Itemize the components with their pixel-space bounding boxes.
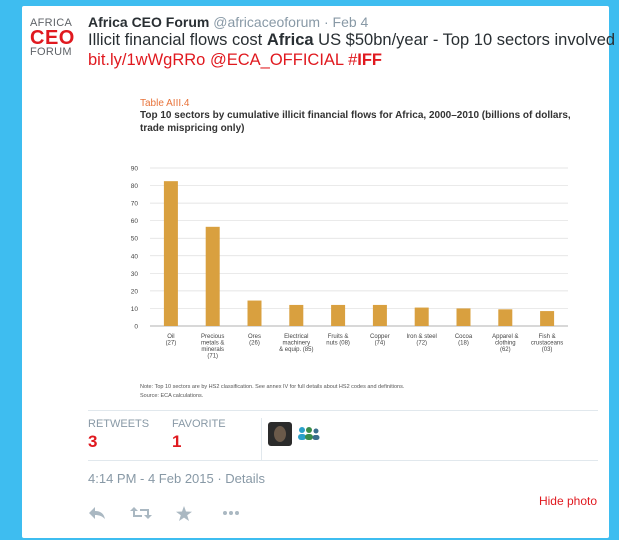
x-tick-label: Fish & crustaceans (03) bbox=[531, 334, 563, 353]
favorites-stat[interactable]: FAVORITE 1 bbox=[172, 418, 226, 452]
x-tick-label: Oil (27) bbox=[166, 334, 177, 347]
tweet-hashtag[interactable]: #IFF bbox=[348, 51, 382, 69]
x-tick-label: Fruits & nuts (08) bbox=[326, 334, 350, 347]
divider bbox=[88, 410, 598, 411]
tweet-mention[interactable]: @ECA_OFFICIAL bbox=[209, 51, 344, 69]
bar bbox=[540, 311, 555, 326]
stats-separator bbox=[261, 418, 262, 460]
bar bbox=[247, 300, 262, 326]
tweet-card: AFRICA CEO FORUM Africa CEO Forum @afric… bbox=[22, 6, 615, 538]
bar bbox=[331, 304, 346, 326]
bar bbox=[456, 308, 471, 326]
favorites-label: FAVORITE bbox=[172, 418, 226, 430]
hashtag-tag: IFF bbox=[357, 51, 382, 69]
x-tick-label: Copper (74) bbox=[370, 334, 390, 347]
y-tick-label: 90 bbox=[131, 166, 139, 173]
x-tick-label: Iron & steel (72) bbox=[407, 334, 437, 347]
x-tick-label: Precious metals & minerals (71) bbox=[201, 334, 224, 360]
reply-icon[interactable] bbox=[88, 506, 106, 520]
avatar-top-text: AFRICA bbox=[30, 17, 73, 29]
bar bbox=[289, 304, 304, 326]
tweet-text: Illicit financial flows cost Africa US $… bbox=[88, 30, 615, 70]
star-icon[interactable] bbox=[176, 506, 192, 521]
tweet-actions bbox=[88, 506, 608, 526]
tweet-header: Africa CEO Forum @africaceoforum · Feb 4 bbox=[88, 14, 368, 30]
retweets-label: RETWEETS bbox=[88, 418, 150, 430]
tweet-time[interactable]: Feb 4 bbox=[332, 14, 369, 30]
user-avatar[interactable] bbox=[268, 422, 292, 446]
favorites-count: 1 bbox=[172, 432, 182, 451]
tweet-text-part1: Illicit financial flows cost bbox=[88, 31, 267, 49]
y-tick-label: 20 bbox=[131, 288, 139, 295]
avatar[interactable]: AFRICA CEO FORUM bbox=[30, 17, 75, 66]
x-tick-label: Cocoa (18) bbox=[455, 334, 473, 347]
y-tick-label: 80 bbox=[131, 183, 139, 190]
tweet-photo[interactable]: Table AIII.4 Top 10 sectors by cumulativ… bbox=[84, 80, 606, 410]
bar bbox=[414, 307, 429, 326]
x-tick-label: Electrical machinery & equip. (85) bbox=[279, 334, 313, 353]
chart-note-line1: Note: Top 10 sectors are by HS2 classifi… bbox=[140, 384, 405, 390]
tweet-text-bold: Africa bbox=[266, 31, 314, 49]
y-tick-label: 70 bbox=[131, 201, 139, 208]
divider bbox=[88, 460, 598, 461]
x-tick-label: Apparel & clothing (62) bbox=[492, 334, 518, 353]
chart-title: Top 10 sectors by cumulative illicit fin… bbox=[140, 110, 571, 134]
x-tick-label: Ores (26) bbox=[248, 334, 261, 347]
retweets-count: 3 bbox=[88, 432, 98, 451]
group-avatar-icon[interactable] bbox=[296, 426, 320, 442]
bar bbox=[372, 304, 387, 326]
y-tick-label: 50 bbox=[131, 236, 139, 243]
bar-chart: 0 10 20 30 40 50 60 70 80 90 Oil (27) Precious metals… bbox=[131, 166, 568, 360]
bar bbox=[163, 181, 178, 326]
y-tick-label: 10 bbox=[131, 306, 139, 313]
user-name[interactable]: Africa CEO Forum bbox=[88, 14, 210, 30]
hashtag-hash: # bbox=[348, 51, 358, 69]
user-handle[interactable]: @africaceoforum bbox=[213, 14, 321, 30]
avatar-mid-text: CEO bbox=[30, 27, 75, 49]
chart-source: Source: ECA calculations. bbox=[140, 393, 204, 399]
chart-note: Note: Top 10 sectors are by HS2 classifi… bbox=[140, 383, 404, 401]
bar bbox=[498, 309, 513, 326]
y-tick-label: 60 bbox=[131, 218, 139, 225]
tweet-datetime[interactable]: 4:14 PM - 4 Feb 2015 · Details bbox=[88, 471, 266, 486]
separator: · bbox=[323, 14, 329, 30]
tweet-text-part2: US $50bn/year - Top 10 sectors involved bbox=[313, 31, 616, 49]
tweet-link[interactable]: bit.ly/1wWgRRo bbox=[88, 51, 206, 69]
more-icon[interactable] bbox=[222, 510, 240, 516]
retweet-icon[interactable] bbox=[130, 506, 152, 520]
y-tick-label: 40 bbox=[131, 253, 139, 260]
y-tick-label: 30 bbox=[131, 271, 139, 278]
retweets-stat[interactable]: RETWEETS 3 bbox=[88, 418, 149, 452]
bar bbox=[205, 226, 220, 326]
y-tick-label: 0 bbox=[134, 324, 138, 331]
avatar-bottom-text: FORUM bbox=[30, 46, 72, 58]
chart-table-label: Table AIII.4 bbox=[140, 98, 190, 109]
hide-photo-link[interactable]: Hide photo bbox=[538, 494, 597, 508]
